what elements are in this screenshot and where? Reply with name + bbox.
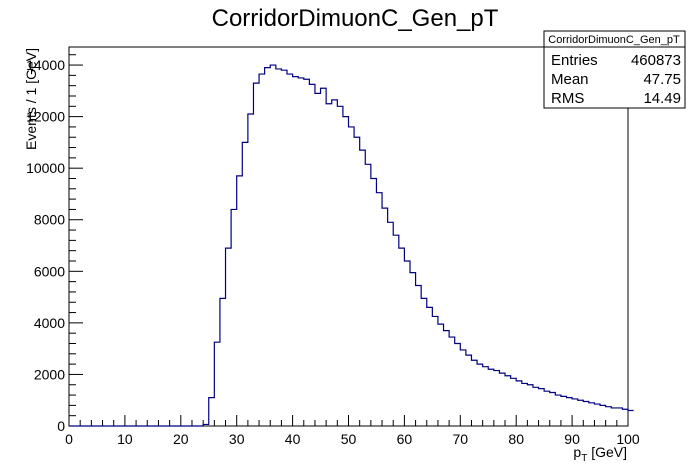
y-tick-label: 10000 [26, 160, 65, 176]
x-tick-label: 30 [229, 431, 245, 447]
stats-entries-label: Entries [551, 52, 598, 69]
y-tick-label: 12000 [26, 109, 65, 125]
x-tick-label: 50 [341, 431, 357, 447]
y-tick-label: 6000 [34, 263, 65, 279]
stats-rms-value: 14.49 [643, 90, 681, 107]
stats-rms-label: RMS [551, 90, 584, 107]
x-tick-label: 20 [173, 431, 189, 447]
x-tick-label: 80 [508, 431, 524, 447]
y-axis-label: Events / 1 [GeV] [23, 48, 39, 150]
x-tick-label: 0 [65, 431, 73, 447]
x-axis-label-unit: [GeV] [587, 444, 627, 460]
x-axis-label-main: p [573, 444, 581, 460]
x-axis-ticks: 0 10 20 30 40 50 60 70 80 90 100 [65, 415, 640, 447]
x-tick-label: 100 [616, 431, 640, 447]
stats-box-title: CorridorDimuonC_Gen_pT [548, 34, 680, 46]
y-tick-label: 8000 [34, 212, 65, 228]
x-axis-label: pT [GeV] [573, 444, 627, 464]
x-tick-label: 70 [453, 431, 469, 447]
x-tick-label: 40 [285, 431, 301, 447]
stats-box: CorridorDimuonC_Gen_pT Entries 460873 Me… [543, 30, 686, 109]
stats-entries-value: 460873 [631, 52, 681, 69]
y-tick-label: 14000 [26, 57, 65, 73]
x-axis-label-sub: T [581, 453, 587, 464]
x-tick-label: 90 [564, 431, 580, 447]
stats-mean-label: Mean [551, 71, 589, 88]
y-tick-label: 0 [57, 418, 65, 434]
y-tick-label: 4000 [34, 315, 65, 331]
x-tick-label: 60 [397, 431, 413, 447]
histogram-series-line [69, 64, 634, 427]
y-axis-ticks: 0 2000 4000 6000 8000 10000 12000 14000 [26, 54, 83, 434]
x-tick-label: 10 [117, 431, 133, 447]
y-tick-label: 2000 [34, 366, 65, 382]
stats-mean-value: 47.75 [643, 71, 681, 88]
chart-title: CorridorDimuonC_Gen_pT [212, 5, 499, 32]
